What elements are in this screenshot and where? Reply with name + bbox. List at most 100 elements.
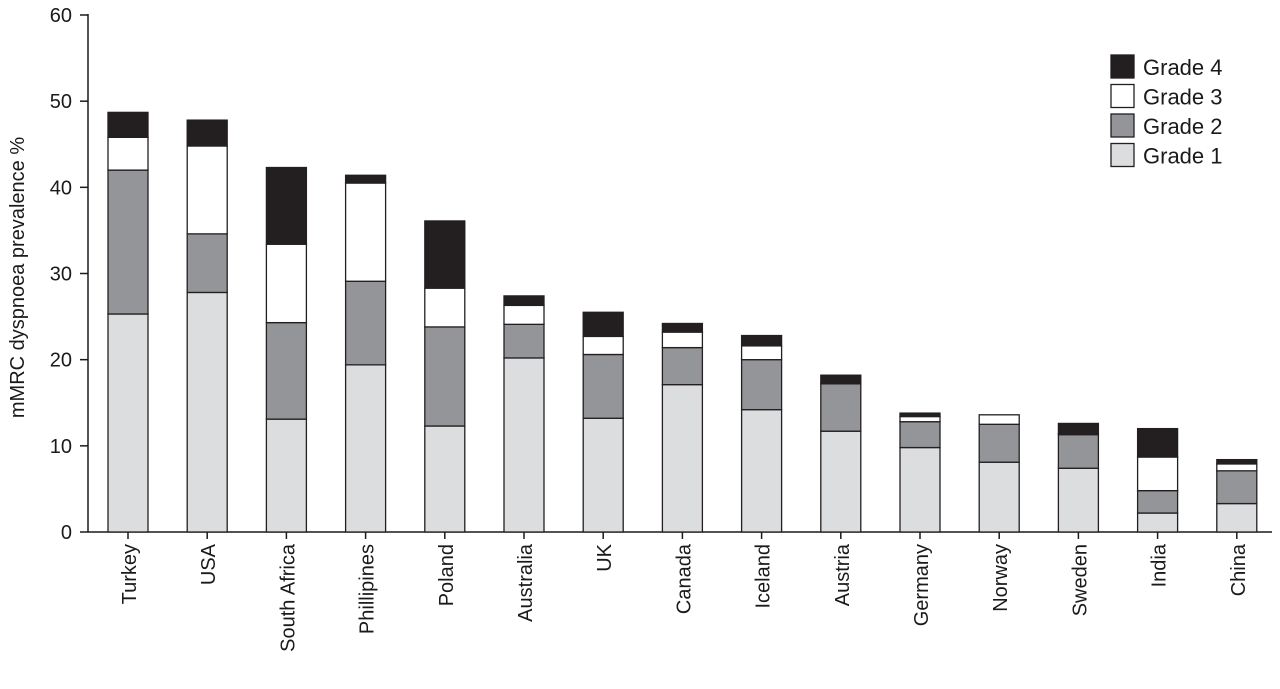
category-label-india: India	[1149, 543, 1171, 587]
bar-stack-poland	[424, 220, 466, 533]
bar-segment-grade-3-uk	[582, 335, 624, 356]
category-label-turkey: Turkey	[119, 544, 141, 604]
bar-stack-sweden	[1057, 422, 1100, 533]
bar-stack-uk	[582, 311, 624, 533]
y-axis-title-group: mMRC dyspnoea prevalence %	[7, 137, 29, 418]
y-axis-title: mMRC dyspnoea prevalence %	[7, 137, 29, 418]
category-label-canada: Canada	[673, 543, 695, 614]
bar-segment-grade-4-austria	[820, 374, 862, 384]
bar-segment-grade-3-australia	[503, 304, 545, 325]
category-label-usa: USA	[198, 543, 220, 585]
bar-segment-grade-1-norway	[978, 461, 1020, 533]
legend: Grade 4 Grade 3 Grade 2 Grade 1	[1110, 54, 1223, 169]
category-label-sweden: Sweden	[1069, 544, 1091, 616]
bar-segment-grade-2-turkey	[107, 169, 149, 315]
bar-segment-grade-2-phillipines	[344, 280, 387, 366]
bar-stack-australia	[503, 295, 545, 533]
bar-segment-grade-3-phillipines	[344, 182, 387, 282]
legend-item-grade-3: Grade 3	[1110, 83, 1223, 110]
bar-stack-china	[1216, 458, 1258, 533]
bar-segment-grade-4-turkey	[107, 111, 149, 139]
category-label-uk: UK	[594, 543, 616, 571]
bar-segment-grade-1-usa	[186, 291, 228, 533]
bar-segment-grade-4-china	[1216, 458, 1258, 465]
bar-stack-germany	[899, 412, 941, 533]
bar-stack-turkey	[107, 111, 149, 533]
legend-item-grade-1: Grade 1	[1110, 142, 1223, 169]
legend-swatch-grade-4	[1110, 54, 1135, 79]
bar-stack-iceland	[740, 334, 783, 533]
bar-segment-grade-2-usa	[186, 233, 228, 294]
bars	[107, 111, 1258, 533]
bar-stack-usa	[186, 119, 228, 533]
category-label-austria: Austria	[832, 543, 854, 606]
bar-segment-grade-2-uk	[582, 353, 624, 419]
legend-swatch-grade-3	[1110, 83, 1135, 109]
bar-stack-south-africa	[265, 166, 308, 533]
bar-segment-grade-3-norway	[978, 414, 1020, 425]
y-tick-label: 60	[50, 5, 72, 27]
legend-item-grade-2: Grade 2	[1110, 113, 1223, 139]
bar-segment-grade-4-usa	[186, 119, 228, 147]
bar-segment-grade-4-sweden	[1057, 422, 1100, 435]
bar-segment-grade-4-poland	[424, 220, 466, 289]
category-label-south-africa: South Africa	[277, 543, 299, 652]
bar-segment-grade-4-india	[1136, 427, 1179, 458]
y-tick-label: 40	[50, 177, 72, 199]
bar-segment-grade-1-south-africa	[265, 418, 308, 533]
bar-segment-grade-3-south-africa	[265, 243, 308, 324]
bar-segment-grade-3-poland	[424, 287, 466, 328]
bar-segment-grade-3-germany	[899, 415, 941, 423]
bar-segment-grade-1-turkey	[107, 313, 149, 533]
bar-segment-grade-1-austria	[820, 430, 862, 533]
legend-label: Grade 2	[1143, 114, 1223, 139]
y-tick-label: 30	[50, 264, 72, 286]
bar-segment-grade-1-uk	[582, 417, 624, 533]
bar-segment-grade-3-turkey	[107, 136, 149, 171]
bar-segment-grade-2-iceland	[740, 359, 783, 411]
bar-segment-grade-1-phillipines	[344, 364, 387, 533]
category-label-poland: Poland	[436, 544, 458, 606]
bar-segment-grade-4-south-africa	[265, 166, 308, 245]
category-label-australia: Australia	[515, 543, 537, 622]
bar-segment-grade-3-canada	[661, 331, 704, 349]
bar-segment-grade-3-india	[1136, 456, 1179, 492]
bar-segment-grade-2-canada	[661, 346, 704, 386]
bar-stack-canada	[661, 322, 704, 533]
bar-stack-norway	[978, 414, 1020, 533]
bar-segment-grade-2-poland	[424, 326, 466, 427]
bar-segment-grade-2-norway	[978, 423, 1020, 463]
bar-segment-grade-3-usa	[186, 145, 228, 235]
y-tick-label: 20	[50, 350, 72, 372]
bar-stack-phillipines	[344, 174, 387, 533]
bar-segment-grade-2-sweden	[1057, 433, 1100, 469]
bar-segment-grade-4-canada	[661, 322, 704, 333]
bar-segment-grade-4-australia	[503, 295, 545, 307]
legend-label: Grade 3	[1143, 85, 1223, 110]
category-label-germany: Germany	[911, 544, 933, 626]
bar-segment-grade-4-uk	[582, 311, 624, 338]
y-tick-label: 0	[61, 522, 72, 544]
bar-segment-grade-1-china	[1216, 502, 1258, 533]
bar-segment-grade-2-austria	[820, 383, 862, 432]
y-tick-label: 50	[50, 91, 72, 113]
bar-stack-india	[1136, 427, 1179, 533]
bar-segment-grade-1-canada	[661, 384, 704, 533]
x-axis	[88, 531, 1272, 539]
bar-stack-austria	[820, 374, 862, 533]
bar-segment-grade-1-india	[1136, 512, 1179, 533]
category-label-china: China	[1228, 543, 1250, 596]
bar-segment-grade-1-australia	[503, 357, 545, 533]
y-axis: 0 10 20 30 40 50 60	[50, 5, 89, 544]
legend-swatch-grade-1	[1110, 142, 1135, 168]
bar-segment-grade-2-germany	[899, 421, 941, 449]
bar-segment-grade-4-iceland	[740, 334, 783, 347]
bar-segment-grade-2-australia	[503, 323, 545, 359]
bar-segment-grade-1-sweden	[1057, 467, 1100, 533]
bar-segment-grade-2-china	[1216, 470, 1258, 505]
y-tick-label: 10	[50, 436, 72, 458]
category-label-phillipines: Phillipines	[357, 544, 379, 634]
category-label-norway: Norway	[990, 544, 1012, 612]
